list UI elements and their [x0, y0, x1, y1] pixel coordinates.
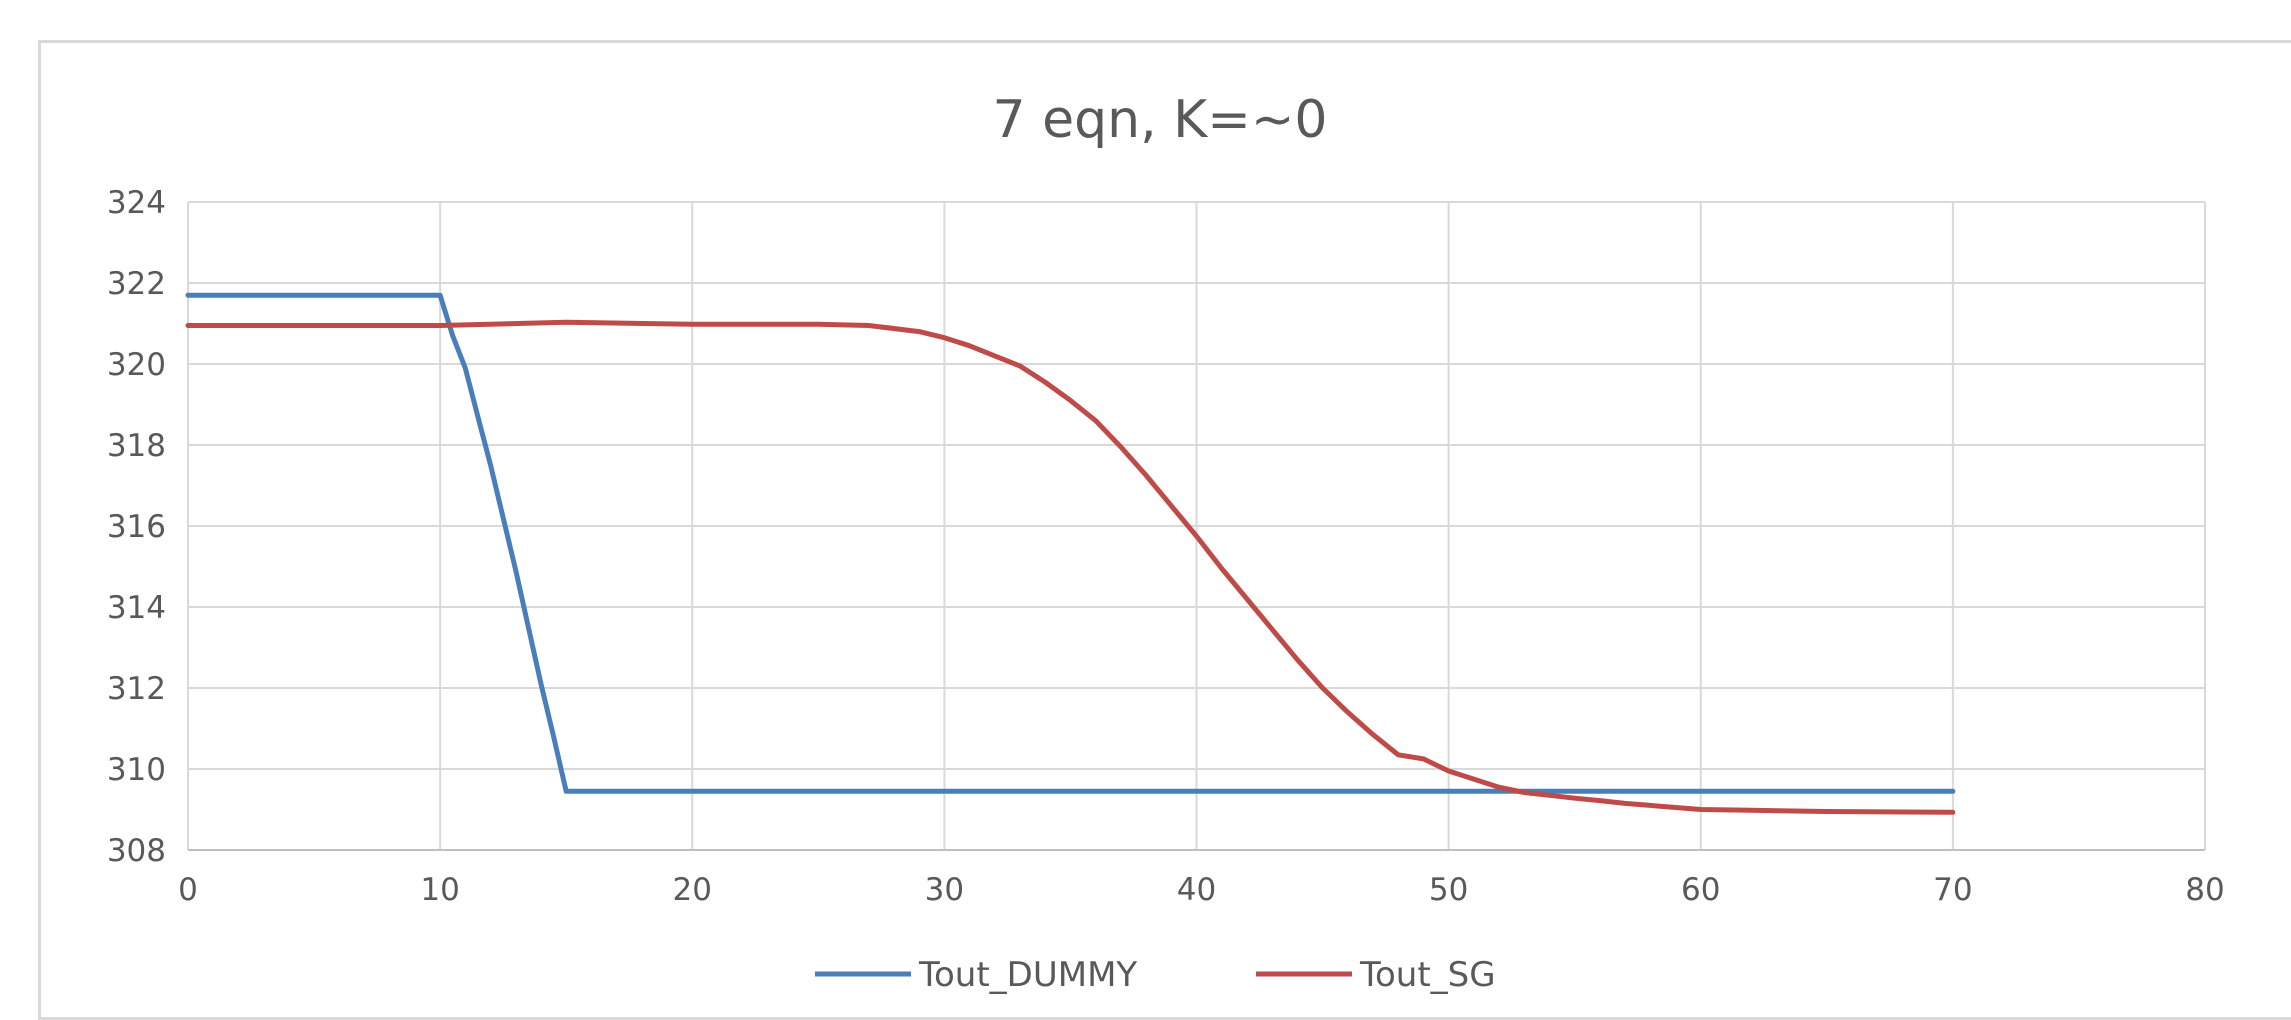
y-tick-label: 318: [107, 428, 166, 464]
y-tick-label: 320: [107, 347, 166, 383]
x-tick-label: 60: [1681, 872, 1720, 908]
x-tick-label: 0: [178, 872, 198, 908]
x-tick-label: 30: [925, 872, 964, 908]
legend: Tout_DUMMY Tout_SG: [815, 955, 1496, 995]
y-tick-label: 324: [107, 185, 166, 221]
axes: 308 310 312 314 316 318 320 322 324 0 10 20 30 40 50 60…: [107, 185, 2225, 908]
x-tick-label: 80: [2185, 872, 2224, 908]
x-tick-label: 20: [673, 872, 712, 908]
y-tick-label: 312: [107, 671, 166, 707]
x-tick-label: 50: [1429, 872, 1468, 908]
y-tick-label: 308: [107, 833, 166, 869]
series-line-tout-dummy: [185, 292, 1956, 794]
y-tick-label: 314: [107, 590, 166, 626]
line-chart: 7 eqn, K=~0 308 310 312 314 316 318 320 322 324 0…: [107, 90, 2225, 995]
grid: [187, 201, 2206, 851]
series-lines: [185, 292, 1956, 815]
x-tick-label: 40: [1177, 872, 1216, 908]
x-tick-label: 10: [420, 872, 459, 908]
x-tick-label: 70: [1933, 872, 1972, 908]
series-line-tout-sg: [185, 319, 1956, 815]
chart-frame: [38, 40, 2291, 1020]
y-tick-label: 310: [107, 752, 166, 788]
legend-label: Tout_SG: [1359, 955, 1496, 995]
chart-title: 7 eqn, K=~0: [993, 90, 1328, 150]
y-tick-label: 322: [107, 266, 166, 302]
y-tick-label: 316: [107, 509, 166, 545]
legend-label: Tout_DUMMY: [918, 955, 1137, 995]
